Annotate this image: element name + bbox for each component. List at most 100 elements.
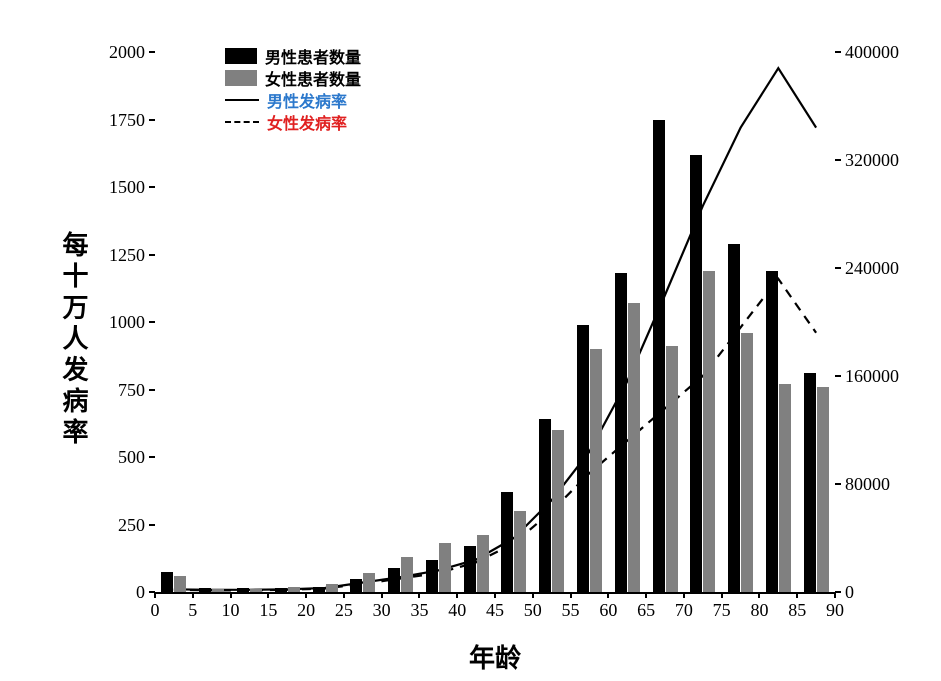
y-left-tick: [149, 51, 155, 53]
x-tick-label: 30: [368, 600, 396, 621]
bar-male: [350, 579, 362, 593]
legend-row: 女性患者数量: [225, 67, 361, 89]
x-tick: [494, 592, 496, 598]
y-left-tick: [149, 524, 155, 526]
x-tick-label: 65: [632, 600, 660, 621]
x-tick-label: 40: [443, 600, 471, 621]
bar-female: [326, 584, 338, 592]
bar-female: [628, 303, 640, 592]
y-left-tick: [149, 186, 155, 188]
y-left-tick-label: 1500: [109, 177, 145, 198]
y-left-tick: [149, 389, 155, 391]
y-right-tick: [835, 483, 841, 485]
legend-swatch: [225, 48, 257, 64]
bar-male: [237, 588, 249, 592]
x-tick-label: 15: [254, 600, 282, 621]
x-tick: [381, 592, 383, 598]
x-tick-label: 50: [519, 600, 547, 621]
bar-female: [817, 387, 829, 592]
y-left-axis-label: 每十万人发病率: [56, 180, 93, 500]
x-tick: [570, 592, 572, 598]
x-tick-label: 85: [783, 600, 811, 621]
x-tick: [834, 592, 836, 598]
y-right-tick-label: 160000: [845, 366, 899, 387]
y-right-tick-label: 240000: [845, 258, 899, 279]
x-tick-label: 0: [141, 600, 169, 621]
bar-female: [250, 589, 262, 592]
x-tick-label: 20: [292, 600, 320, 621]
x-tick: [418, 592, 420, 598]
x-tick-label: 75: [708, 600, 736, 621]
bar-male: [653, 120, 665, 593]
y-left-tick-label: 2000: [109, 42, 145, 63]
x-tick-label: 45: [481, 600, 509, 621]
bar-female: [703, 271, 715, 592]
bar-female: [741, 333, 753, 592]
y-left-tick: [149, 321, 155, 323]
x-tick-label: 55: [557, 600, 585, 621]
x-tick-label: 25: [330, 600, 358, 621]
chart-container: 每十万人发病率 年龄 男性患者数量女性患者数量男性发病率女性发病率 025050…: [0, 0, 941, 681]
x-tick: [343, 592, 345, 598]
y-left-tick: [149, 254, 155, 256]
y-right-tick: [835, 375, 841, 377]
bar-female: [288, 587, 300, 592]
bar-female: [212, 589, 224, 592]
y-right-tick-label: 400000: [845, 42, 899, 63]
legend-label: 女性发病率: [267, 110, 347, 134]
y-left-tick-label: 1750: [109, 110, 145, 131]
legend-label: 男性患者数量: [265, 44, 361, 68]
legend: 男性患者数量女性患者数量男性发病率女性发病率: [225, 45, 361, 133]
x-tick: [721, 592, 723, 598]
bar-female: [439, 543, 451, 592]
bar-female: [174, 576, 186, 592]
x-tick: [758, 592, 760, 598]
legend-row: 男性患者数量: [225, 45, 361, 67]
x-tick: [305, 592, 307, 598]
x-tick: [645, 592, 647, 598]
bar-female: [363, 573, 375, 592]
y-right-tick: [835, 267, 841, 269]
bar-male: [199, 588, 211, 592]
bar-female: [401, 557, 413, 592]
x-tick-label: 60: [594, 600, 622, 621]
bar-female: [552, 430, 564, 592]
bar-male: [539, 419, 551, 592]
bar-female: [666, 346, 678, 592]
x-tick-label: 5: [179, 600, 207, 621]
legend-swatch: [225, 70, 257, 86]
bar-male: [804, 373, 816, 592]
bar-male: [615, 273, 627, 592]
legend-line: [225, 99, 259, 101]
y-right-tick: [835, 51, 841, 53]
bar-female: [590, 349, 602, 592]
x-tick: [192, 592, 194, 598]
bar-male: [501, 492, 513, 592]
bar-male: [464, 546, 476, 592]
bar-female: [477, 535, 489, 592]
bar-male: [766, 271, 778, 592]
bar-male: [728, 244, 740, 592]
bar-male: [275, 588, 287, 592]
legend-row: 男性发病率: [225, 89, 361, 111]
bar-male: [313, 587, 325, 592]
legend-row: 女性发病率: [225, 111, 361, 133]
legend-label: 男性发病率: [267, 88, 347, 112]
legend-label: 女性患者数量: [265, 66, 361, 90]
y-right-tick-label: 320000: [845, 150, 899, 171]
x-tick-label: 35: [405, 600, 433, 621]
x-tick: [683, 592, 685, 598]
y-left-tick-label: 1000: [109, 312, 145, 333]
x-tick: [532, 592, 534, 598]
x-tick: [796, 592, 798, 598]
y-left-tick-label: 500: [118, 447, 145, 468]
y-left-tick-label: 250: [118, 515, 145, 536]
bar-male: [388, 568, 400, 592]
y-left-tick: [149, 456, 155, 458]
x-tick: [230, 592, 232, 598]
bar-female: [514, 511, 526, 592]
bar-male: [690, 155, 702, 592]
x-tick: [607, 592, 609, 598]
x-tick-label: 70: [670, 600, 698, 621]
x-tick: [154, 592, 156, 598]
